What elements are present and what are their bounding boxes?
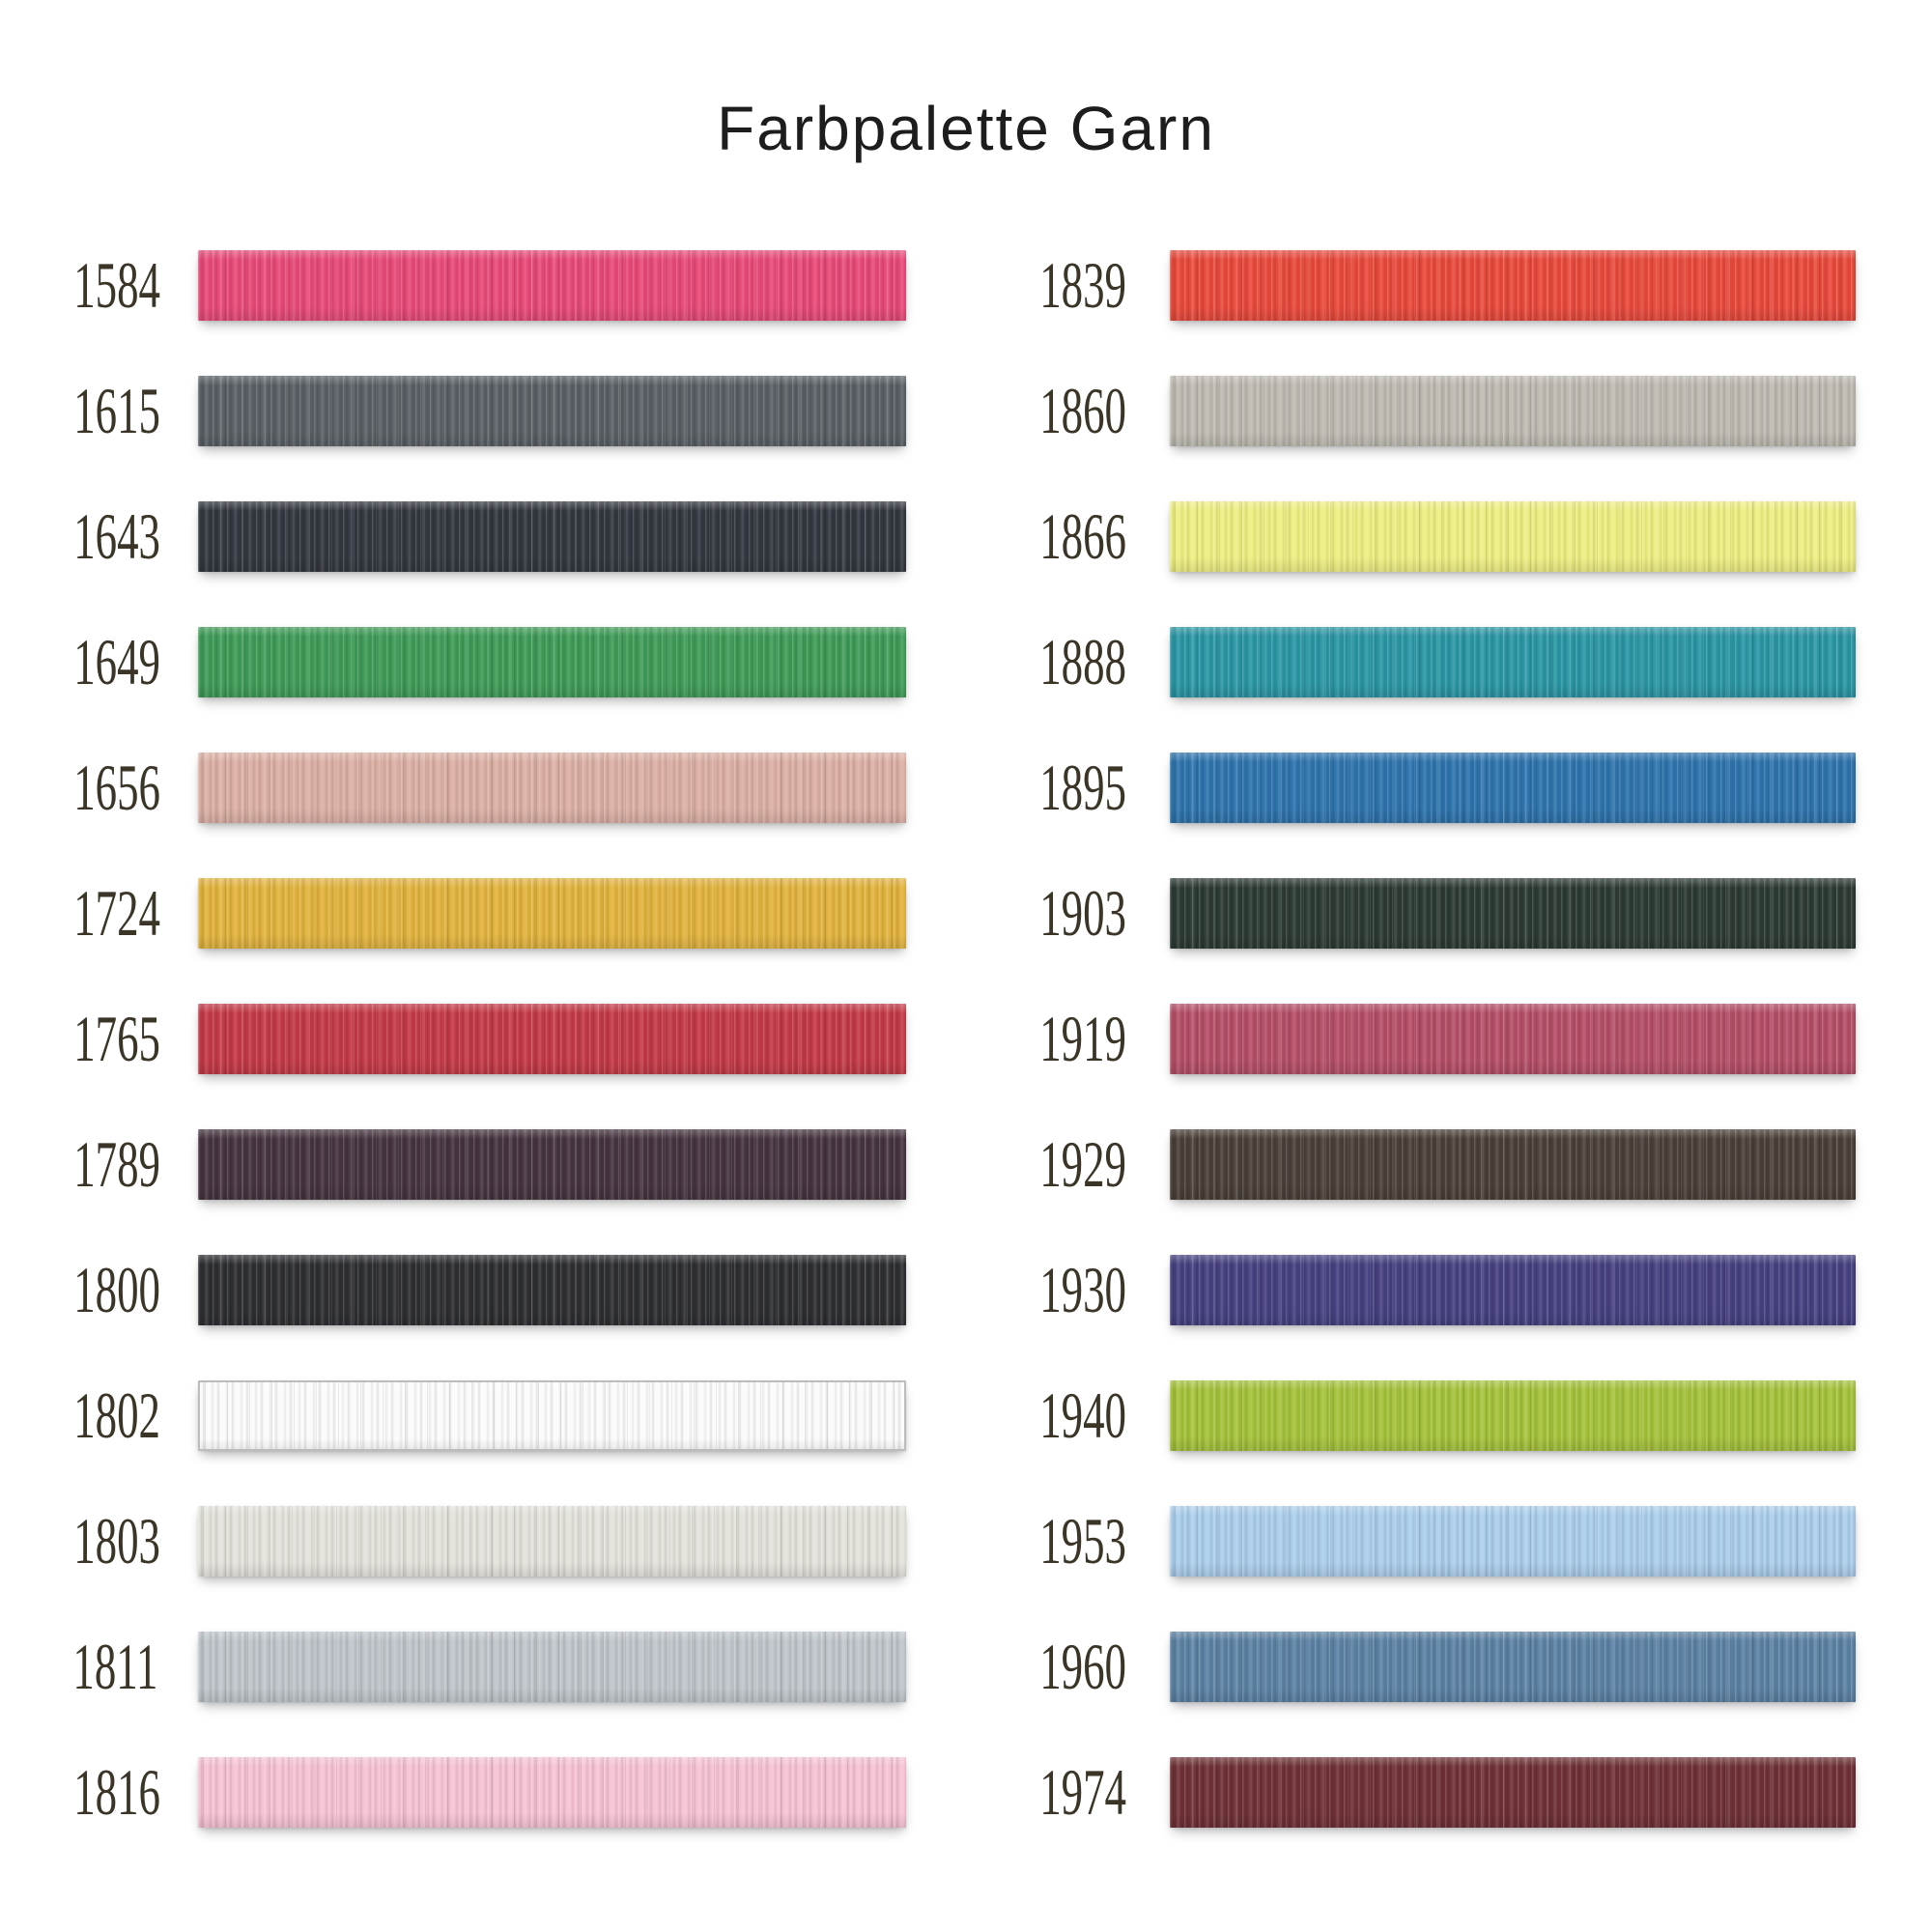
yarn-swatch-1724: [198, 877, 906, 949]
yarn-swatch-1802: [198, 1379, 906, 1451]
palette-row: 1895: [995, 724, 1856, 850]
palette-row: 1888: [995, 599, 1856, 724]
color-code-label: 1789: [73, 1127, 160, 1201]
palette-row: 1643: [29, 473, 906, 599]
color-code-label: 1811: [72, 1630, 158, 1703]
yarn-swatch-1803: [198, 1505, 906, 1577]
yarn-swatch-1903: [1170, 877, 1856, 949]
palette-row: 1974: [995, 1729, 1856, 1855]
yarn-swatch-1789: [198, 1128, 906, 1200]
color-code-label: 1800: [73, 1253, 160, 1326]
yarn-swatch-1816: [198, 1756, 906, 1828]
palette-row: 1765: [29, 976, 906, 1101]
palette-row: 1940: [995, 1352, 1856, 1478]
color-code-label: 1919: [1039, 1002, 1126, 1075]
yarn-swatch-1649: [198, 626, 906, 697]
yarn-swatch-1940: [1170, 1379, 1856, 1451]
palette-column-left: 1584 1615 1643 1649 1656 1724 1765 1789 1800 1802…: [29, 222, 906, 1855]
yarn-swatch-1584: [198, 249, 906, 321]
color-code-label: 1930: [1039, 1253, 1126, 1326]
color-code-label: 1803: [73, 1504, 160, 1577]
color-code-label: 1649: [73, 625, 160, 698]
palette-row: 1656: [29, 724, 906, 850]
color-code-label: 1860: [1039, 374, 1126, 447]
palette-row: 1866: [995, 473, 1856, 599]
palette-row: 1584: [29, 222, 906, 348]
yarn-swatch-1765: [198, 1003, 906, 1074]
color-code-label: 1960: [1039, 1630, 1126, 1703]
palette-row: 1789: [29, 1101, 906, 1227]
yarn-swatch-1888: [1170, 626, 1856, 697]
palette-row: 1649: [29, 599, 906, 724]
yarn-swatch-1615: [198, 375, 906, 446]
palette-row: 1803: [29, 1478, 906, 1604]
color-code-label: 1584: [73, 248, 160, 322]
palette-row: 1953: [995, 1478, 1856, 1604]
yarn-swatch-1656: [198, 752, 906, 823]
palette-row: 1724: [29, 850, 906, 976]
color-code-label: 1765: [73, 1002, 160, 1075]
color-code-label: 1802: [73, 1378, 160, 1452]
palette-row: 1919: [995, 976, 1856, 1101]
yarn-swatch-1866: [1170, 500, 1856, 572]
color-code-label: 1656: [73, 751, 160, 824]
page-title: Farbpalette Garn: [717, 94, 1215, 163]
color-code-label: 1888: [1039, 625, 1126, 698]
color-code-label: 1643: [73, 499, 160, 573]
yarn-swatch-1953: [1170, 1505, 1856, 1577]
palette-row: 1903: [995, 850, 1856, 976]
palette-row: 1839: [995, 222, 1856, 348]
color-code-label: 1615: [73, 374, 160, 447]
palette-row: 1811: [29, 1604, 906, 1729]
palette-row: 1802: [29, 1352, 906, 1478]
yarn-swatch-1800: [198, 1254, 906, 1325]
color-code-label: 1895: [1039, 751, 1126, 824]
palette-row: 1816: [29, 1729, 906, 1855]
color-code-label: 1903: [1039, 876, 1126, 950]
yarn-swatch-1860: [1170, 375, 1856, 446]
palette-column-right: 1839 1860 1866 1888 1895 1903 1919 1929 1930 1940…: [995, 222, 1856, 1855]
yarn-swatch-1811: [198, 1631, 906, 1702]
color-code-label: 1816: [73, 1755, 160, 1829]
yarn-swatch-1960: [1170, 1631, 1856, 1702]
yarn-swatch-1919: [1170, 1003, 1856, 1074]
yarn-swatch-1929: [1170, 1128, 1856, 1200]
color-code-label: 1929: [1039, 1127, 1126, 1201]
palette-row: 1860: [995, 348, 1856, 473]
color-code-label: 1940: [1039, 1378, 1126, 1452]
yarn-swatch-1930: [1170, 1254, 1856, 1325]
yarn-swatch-1839: [1170, 249, 1856, 321]
yarn-swatch-1895: [1170, 752, 1856, 823]
palette-row: 1930: [995, 1227, 1856, 1352]
palette-row: 1800: [29, 1227, 906, 1352]
color-code-label: 1974: [1039, 1755, 1126, 1829]
color-code-label: 1839: [1039, 248, 1126, 322]
palette-row: 1960: [995, 1604, 1856, 1729]
color-code-label: 1866: [1039, 499, 1126, 573]
palette-row: 1929: [995, 1101, 1856, 1227]
palette-row: 1615: [29, 348, 906, 473]
color-code-label: 1953: [1039, 1504, 1126, 1577]
yarn-swatch-1974: [1170, 1756, 1856, 1828]
yarn-swatch-1643: [198, 500, 906, 572]
color-code-label: 1724: [73, 876, 160, 950]
